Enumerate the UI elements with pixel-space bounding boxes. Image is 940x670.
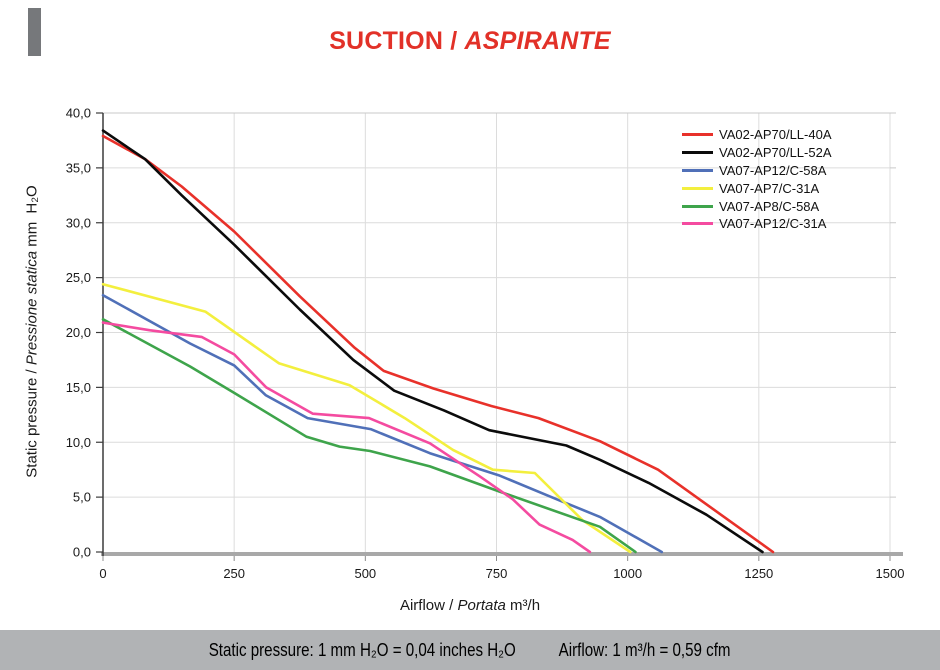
series-line-va07-ap12-c-58a xyxy=(101,293,664,554)
x-tick-label: 0 xyxy=(99,566,106,581)
x-axis-title-unit: m³/h xyxy=(510,597,541,614)
y-tick-label: 5,0 xyxy=(73,490,91,505)
legend-item: VA02-AP70/LL-52A xyxy=(682,144,832,162)
y-tick-label: 40,0 xyxy=(66,106,91,121)
x-tick-label: 250 xyxy=(223,566,245,581)
footer-text: Static pressure: 1 mm H₂O = 0,04 inches … xyxy=(209,640,731,661)
legend-swatch xyxy=(682,168,713,172)
x-axis-title-normal: Airflow / xyxy=(399,597,454,614)
series-line-va02-ap70-ll-52a xyxy=(101,129,764,554)
legend-label: VA02-AP70/LL-52A xyxy=(719,145,832,161)
legend-swatch xyxy=(682,133,713,137)
page-title-italic: ASPIRANTE xyxy=(464,27,611,55)
legend-item: VA07-AP8/C-58A xyxy=(682,197,832,215)
x-tick-label: 1250 xyxy=(744,566,773,581)
page-edge-bar xyxy=(28,8,41,56)
x-tick-label: 750 xyxy=(486,566,508,581)
y-tick-label: 35,0 xyxy=(66,160,91,175)
y-axis-title-italic: Pressione statica xyxy=(23,250,41,366)
legend-swatch xyxy=(682,151,713,155)
legend-item: VA02-AP70/LL-40A xyxy=(682,126,832,144)
y-axis-title-normal: Static pressure / xyxy=(23,369,41,478)
y-tick-label: 25,0 xyxy=(66,270,91,285)
series-line-va07-ap8-c-58a xyxy=(101,317,637,554)
series-line-va07-ap7-c-31a xyxy=(101,282,632,554)
series-line-va02-ap70-ll-40a xyxy=(101,134,775,554)
x-tick-label: 1500 xyxy=(876,566,905,581)
legend-item: VA07-AP12/C-31A xyxy=(682,215,832,233)
y-axis-title: Static pressure / Pressione statica mm H… xyxy=(24,157,41,507)
x-axis-title: Airflow / Portata m³/h xyxy=(0,597,940,614)
legend-label: VA02-AP70/LL-40A xyxy=(719,127,832,143)
legend-label: VA07-AP8/C-58A xyxy=(719,198,820,214)
footer-pressure-note: Static pressure: 1 mm H₂O = 0,04 inches … xyxy=(209,639,517,660)
legend-label: VA07-AP7/C-31A xyxy=(719,180,820,196)
x-tick-label: 500 xyxy=(354,566,376,581)
y-axis-title-unit: mm H₂O xyxy=(23,185,41,247)
legend-label: VA07-AP12/C-31A xyxy=(719,216,827,232)
y-tick-label: 20,0 xyxy=(66,325,91,340)
legend-swatch xyxy=(682,222,713,226)
chart-legend: VA02-AP70/LL-40A VA02-AP70/LL-52A VA07-AP1… xyxy=(682,126,832,233)
legend-item: VA07-AP7/C-31A xyxy=(682,179,832,197)
y-tick-label: 0,0 xyxy=(73,545,91,560)
legend-swatch xyxy=(682,186,713,190)
series-line-va07-ap12-c-31a xyxy=(101,321,592,554)
legend-label: VA07-AP12/C-58A xyxy=(719,162,827,178)
page-title: SUCTION / ASPIRANTE xyxy=(0,27,940,56)
x-tick-label: 1000 xyxy=(613,566,642,581)
footer-airflow-note: Airflow: 1 m³/h = 0,59 cfm xyxy=(559,639,731,660)
x-axis-line xyxy=(101,552,903,556)
x-axis-title-italic: Portata xyxy=(457,597,506,614)
y-tick-label: 15,0 xyxy=(66,380,91,395)
y-tick-label: 10,0 xyxy=(66,435,91,450)
legend-item: VA07-AP12/C-58A xyxy=(682,162,832,180)
page-title-main: SUCTION / xyxy=(329,27,458,55)
legend-swatch xyxy=(682,204,713,208)
y-tick-label: 30,0 xyxy=(66,215,91,230)
footer-bar: Static pressure: 1 mm H₂O = 0,04 inches … xyxy=(0,630,940,670)
